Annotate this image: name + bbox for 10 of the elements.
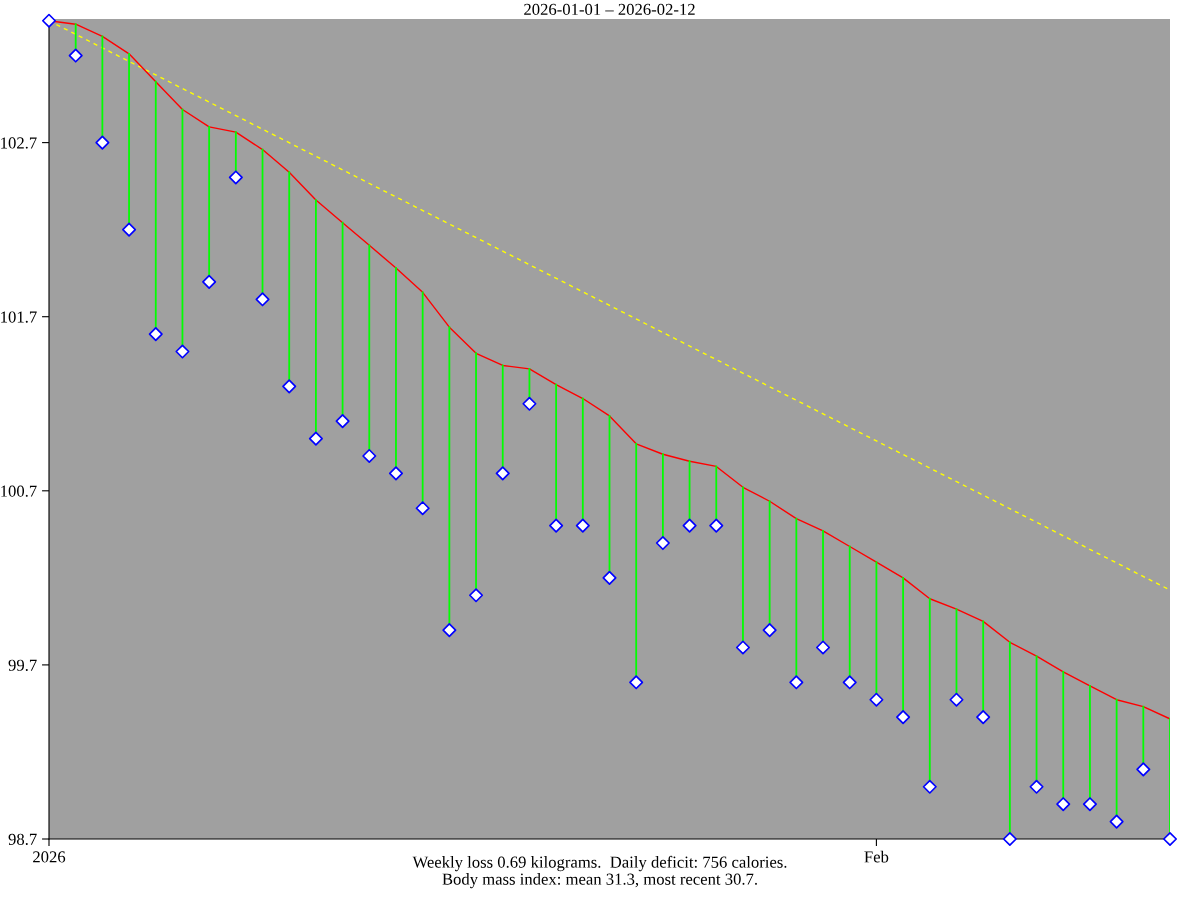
y-tick-label: 101.7	[1, 311, 37, 323]
y-tick-label: 100.7	[1, 485, 37, 497]
y-tick-label: 99.7	[8, 659, 37, 671]
y-tick-label: 102.7	[1, 137, 37, 149]
x-tick-label: 2026	[33, 851, 66, 863]
text: Weekly loss 0.69 kilograms. Daily deficit: 756 calories.	[412, 855, 787, 872]
text: Body mass index: mean 31.3, most recent 30.7.	[442, 873, 757, 889]
chart-title: 2026-01-01 – 2026-02-12	[524, 3, 695, 15]
y-tick-label: 98.7	[8, 833, 37, 846]
x-tick-label: Feb	[864, 850, 889, 863]
